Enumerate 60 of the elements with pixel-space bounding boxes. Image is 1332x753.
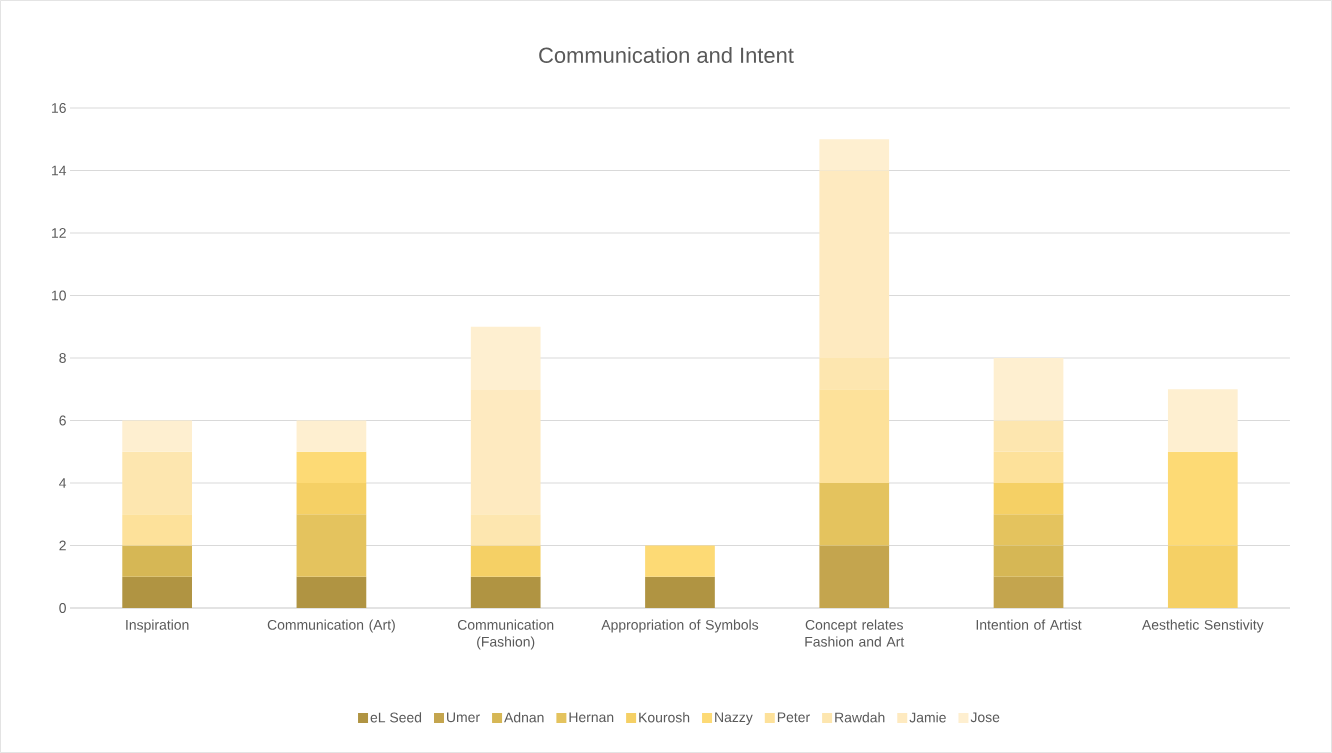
bar [122, 576, 192, 608]
y-tick-label: 14 [52, 165, 67, 176]
y-tick-label: 0 [59, 603, 66, 613]
bar [296, 420, 367, 452]
legend-label: Umer [447, 712, 480, 723]
y-tick-label: 12 [52, 228, 66, 238]
bar [122, 451, 192, 515]
bar [122, 514, 192, 546]
legend-label: Hernan [569, 712, 614, 723]
bar [819, 389, 890, 483]
legend-label: Kourosh [639, 712, 690, 723]
bar [122, 420, 192, 452]
bar [470, 326, 541, 390]
bar [296, 451, 367, 483]
y-tick-label: 10 [52, 290, 66, 301]
y-tick-label: 16 [52, 103, 66, 113]
bar [470, 389, 541, 515]
x-tick-label: Aesthetic Senstivity [1141, 619, 1264, 633]
x-tick-label: Communication (Art) [267, 619, 395, 633]
bar [993, 576, 1064, 608]
bar [993, 545, 1064, 577]
bar [645, 576, 715, 608]
bar [296, 482, 367, 515]
bar [296, 514, 367, 577]
x-tick-label: Inspiration [126, 619, 189, 633]
bar [470, 514, 541, 546]
legend-label: Nazzy [715, 712, 753, 725]
x-tick-label: Concept relates Fashion and Art [805, 619, 905, 647]
y-tick-label: 4 [59, 478, 67, 488]
x-tick-label: Intention of Artist [976, 619, 1082, 630]
bar [993, 482, 1064, 515]
bar [470, 545, 541, 577]
legend-label: Adnan [504, 712, 544, 723]
bar [993, 514, 1064, 546]
x-tick-label: Communication (Fashion) [457, 619, 554, 650]
bar [1167, 389, 1238, 452]
y-tick-label: 8 [59, 353, 66, 363]
bar [819, 170, 890, 358]
bar [993, 420, 1064, 452]
legend-label: Peter [777, 712, 810, 723]
bar [645, 545, 715, 577]
y-tick-label: 6 [59, 415, 66, 426]
bar [819, 482, 890, 546]
legend-label: Rawdah [835, 712, 885, 723]
bar [1167, 451, 1238, 546]
legend-label: Jamie [909, 712, 946, 723]
bar [819, 357, 890, 390]
legend-label: eL Seed [370, 712, 422, 723]
y-tick-label: 2 [59, 540, 66, 551]
bar [1167, 545, 1238, 608]
bar [296, 576, 367, 608]
bar [819, 545, 890, 608]
bar [993, 357, 1064, 421]
bar [993, 451, 1064, 483]
bar [819, 139, 890, 171]
x-tick-label: Appropriation of Symbols [601, 619, 759, 633]
chart-title: Communication and Intent [539, 46, 794, 64]
bar [470, 576, 541, 608]
bar [122, 545, 192, 577]
legend-label: Jose [970, 712, 1000, 723]
